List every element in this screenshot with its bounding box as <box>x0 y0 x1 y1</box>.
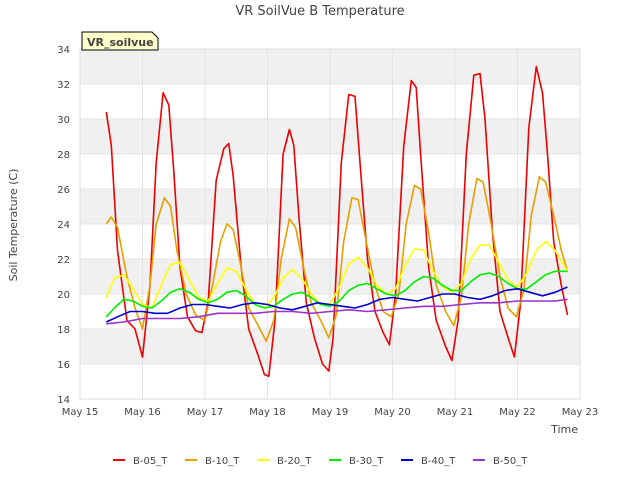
y-tick-label: 26 <box>57 185 70 196</box>
legend-item: B-05_T <box>113 456 168 467</box>
plot-border <box>79 48 581 400</box>
series-line-b-10-t <box>105 176 569 343</box>
x-tick-label: May 15 <box>62 407 99 418</box>
y-axis-label: Soil Temperature (C) <box>7 169 20 282</box>
legend-label: B-05_T <box>133 456 168 467</box>
site-badge-label: VR_soilvue <box>87 36 154 49</box>
x-tick-label: May 17 <box>187 407 224 418</box>
x-tick-label: May 22 <box>499 407 536 418</box>
legend-label: B-50_T <box>493 456 528 467</box>
series-line-b-05-t <box>105 65 569 378</box>
y-tick-labels: 14 16 18 20 22 24 26 28 30 32 34 <box>57 45 70 406</box>
series-line-b-40-t <box>105 286 568 323</box>
x-tick-label: May 21 <box>437 407 474 418</box>
y-tick-label: 32 <box>57 80 70 91</box>
legend-item: B-10_T <box>185 456 240 467</box>
x-axis-label: Time <box>550 423 578 436</box>
y-tick-label: 14 <box>57 395 70 406</box>
x-tick-label: May 16 <box>124 407 161 418</box>
legend-label: B-10_T <box>205 456 240 467</box>
y-tick-label: 20 <box>57 290 70 301</box>
y-tick-label: 16 <box>57 360 70 371</box>
site-badge: VR_soilvue <box>81 31 159 51</box>
legend-label: B-30_T <box>349 456 384 467</box>
chart-title: VR SoilVue B Temperature <box>235 4 404 19</box>
legend-item: B-40_T <box>401 456 456 467</box>
site-badge-box <box>81 31 159 51</box>
series-line-b-50-t <box>106 298 568 325</box>
y-tick-label: 24 <box>57 220 70 231</box>
legend-item: B-20_T <box>257 456 312 467</box>
series-line-b-20-t <box>105 240 569 309</box>
y-tick-label: 22 <box>57 255 70 266</box>
y-tick-label: 34 <box>57 45 70 56</box>
axes <box>79 48 581 400</box>
legend-label: B-20_T <box>277 456 312 467</box>
y-tick-label: 18 <box>57 325 70 336</box>
legend: B-05_T B-10_T B-20_T B-30_T B-40_T B-50_T <box>113 456 528 467</box>
legend-item: B-50_T <box>473 456 528 467</box>
x-tick-labels: May 15 May 16 May 17 May 18 May 19 May 20 May … <box>62 407 599 418</box>
legend-label: B-40_T <box>421 456 456 467</box>
x-tick-label: May 18 <box>249 407 286 418</box>
y-tick-label: 28 <box>57 150 70 161</box>
x-tick-label: May 23 <box>562 407 599 418</box>
x-tick-label: May 20 <box>374 407 411 418</box>
series-line-b-30-t <box>105 270 568 318</box>
y-tick-label: 30 <box>57 115 70 126</box>
series-lines <box>105 65 569 378</box>
legend-item: B-30_T <box>329 456 384 467</box>
x-tick-label: May 19 <box>312 407 349 418</box>
